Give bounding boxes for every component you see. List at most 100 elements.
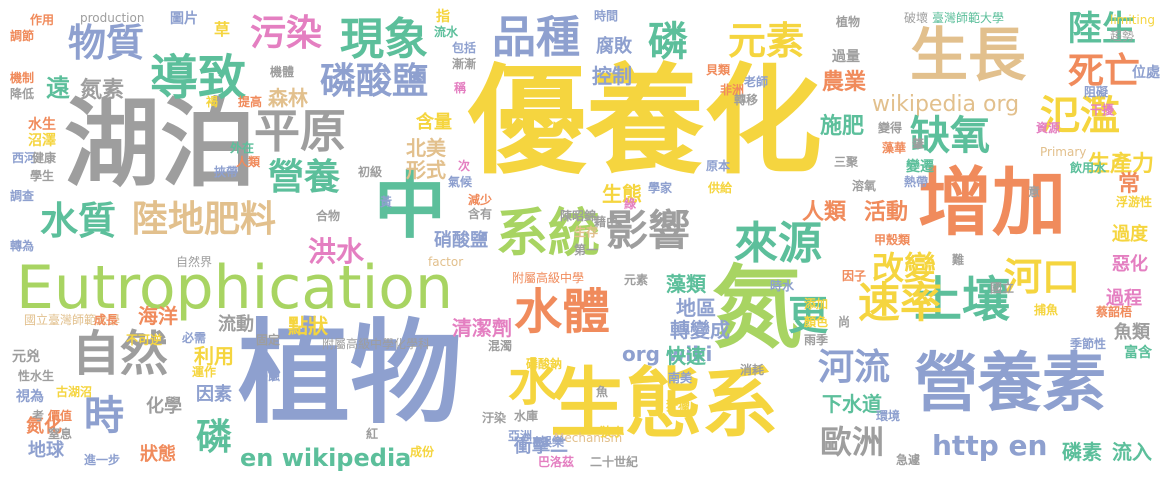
word: 捕魚 <box>1034 303 1059 317</box>
word: 流水 <box>434 25 459 39</box>
word: 控制 <box>592 64 632 88</box>
word: 進一步 <box>84 453 121 467</box>
word: 物質 <box>68 21 145 65</box>
word: 氮 <box>712 256 802 361</box>
word: 蔡韶梧 <box>1096 305 1133 319</box>
word: 藻類 <box>666 272 706 296</box>
word: 學家 <box>648 181 673 195</box>
word: 國立 <box>990 281 1015 295</box>
word: 磷素 <box>1062 440 1102 464</box>
word: 遠 <box>46 74 70 102</box>
word: http en <box>932 429 1048 462</box>
word: 水 <box>508 354 558 412</box>
word: 導致 <box>150 50 247 106</box>
word: 增加 <box>918 160 1066 246</box>
word: 歐洲 <box>820 423 885 461</box>
word: en wikipedia <box>240 444 412 472</box>
word: 陳昭錦 <box>560 209 597 223</box>
word: 湖泊 <box>64 88 256 200</box>
word: 降低 <box>10 87 35 101</box>
word: 硝酸鹽 <box>434 230 488 251</box>
word: 洪水 <box>308 235 365 268</box>
word: 化學 <box>146 396 182 417</box>
word: 位處 <box>1132 65 1160 81</box>
word: 顏色 <box>804 315 829 329</box>
word: 健康 <box>32 151 57 165</box>
word: 生產力 <box>1088 152 1155 177</box>
word: Primary <box>1040 145 1087 159</box>
word: 添加 <box>804 297 829 311</box>
word: 衝擊二 <box>514 436 568 457</box>
word: 尚 <box>838 315 851 329</box>
word: 植物 <box>836 15 861 29</box>
word: 紅 <box>366 427 379 441</box>
word: 包括 <box>452 41 477 55</box>
word: 侵蝕 <box>256 369 281 383</box>
word: 海洋 <box>138 304 178 328</box>
word: 價值 <box>48 409 73 423</box>
word: org wiki <box>622 342 713 366</box>
word: production <box>80 11 145 25</box>
word: 點狀 <box>288 314 328 338</box>
word: 植物 <box>238 309 462 439</box>
word: 惡化 <box>1112 254 1148 275</box>
word: 調查 <box>10 189 35 203</box>
word: 水質 <box>40 199 117 243</box>
word: 狀態 <box>140 444 176 465</box>
word: 挾帶 <box>214 165 239 179</box>
word: 次 <box>458 159 471 173</box>
word: 汙染 <box>482 411 507 425</box>
word: 肇 <box>912 137 925 151</box>
word: 資源 <box>1036 121 1061 135</box>
word: 急遽 <box>896 453 921 467</box>
word: 附屬高級中學化學科 <box>322 337 431 351</box>
word: factor <box>428 255 464 269</box>
word: wikipedia org <box>872 92 1020 117</box>
word: 必需 <box>182 331 207 345</box>
word: 因素 <box>196 384 232 405</box>
word: 老師 <box>744 75 769 89</box>
word: 流入 <box>1112 440 1152 464</box>
word: 環境 <box>876 409 901 423</box>
word: 河口 <box>1004 255 1081 299</box>
word: 改變 <box>872 249 937 287</box>
word: 供給 <box>708 181 733 195</box>
word: 窒息 <box>48 427 73 441</box>
word: 作用 <box>30 13 55 27</box>
word: 時水 <box>770 279 795 293</box>
word: 含量 <box>416 112 452 133</box>
word: 水生 <box>28 117 56 133</box>
word: 古湖沼 <box>56 385 93 399</box>
word: 來源 <box>734 218 822 269</box>
word: 甲殼類 <box>874 233 911 247</box>
word: 褐 <box>206 95 219 109</box>
word: 人類 <box>802 200 847 225</box>
word: 優養化 <box>468 52 823 190</box>
word: 草 <box>214 20 231 39</box>
word: 氮化 <box>26 416 62 437</box>
word: 含有 <box>468 207 493 221</box>
word: 亞洲 <box>508 429 533 443</box>
word: 黃 <box>380 195 393 209</box>
word: 第一 <box>574 243 599 257</box>
word: 磷 <box>648 19 688 65</box>
word: 自然 <box>72 326 169 382</box>
word: 腐敗 <box>596 36 632 57</box>
word: 成份 <box>410 445 435 459</box>
word: 巴洛茲 <box>538 455 575 469</box>
word: 氣候 <box>448 175 473 189</box>
word: 季節性 <box>1070 337 1107 351</box>
word: 指 <box>436 9 450 25</box>
word: 農業 <box>822 70 867 95</box>
word: Mechanism <box>554 431 623 445</box>
word: 施肥 <box>820 114 865 139</box>
word: 品種 <box>492 12 580 63</box>
word: 外在 <box>230 141 255 155</box>
word: 轉為 <box>10 239 35 253</box>
word: 常 <box>1118 172 1141 197</box>
word: 非洲 <box>720 83 745 97</box>
word: 元兇 <box>12 349 40 365</box>
word: 雨季 <box>804 333 829 347</box>
word: 浮游性 <box>1116 195 1153 209</box>
